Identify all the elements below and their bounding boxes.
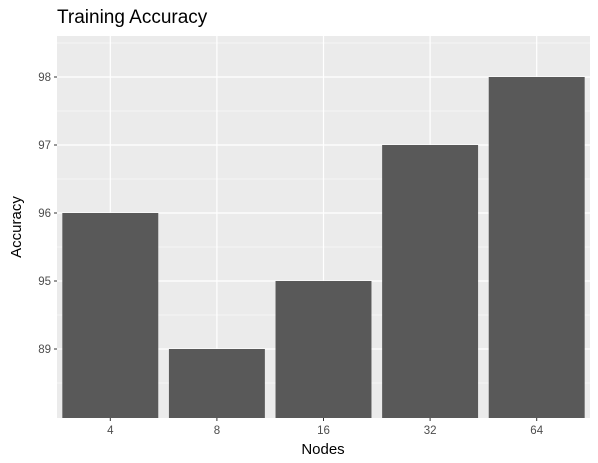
x-tick-label: 32 [424,425,437,437]
bars [62,77,585,418]
chart-title: Training Accuracy [57,7,208,28]
y-tick-label: 97 [38,140,51,152]
x-tick-label: 4 [107,425,114,437]
bar-64 [488,77,585,418]
y-tick-label: 96 [38,208,51,220]
x-axis-title: Nodes [301,441,344,458]
x-tick-label: 16 [317,425,330,437]
y-axis-ticks: 98 97 96 95 89 [38,72,57,356]
x-tick-label: 64 [530,425,543,437]
y-axis-title: Accuracy [8,196,25,258]
bar-4 [62,213,159,418]
x-axis-ticks: 4 8 16 32 64 [107,418,544,437]
y-tick-label: 98 [38,72,51,84]
y-tick-label: 89 [38,344,51,356]
bar-8 [168,349,265,418]
bar-32 [382,145,479,418]
bar-16 [275,281,372,418]
y-tick-label: 95 [38,276,51,288]
x-tick-label: 8 [214,425,220,437]
